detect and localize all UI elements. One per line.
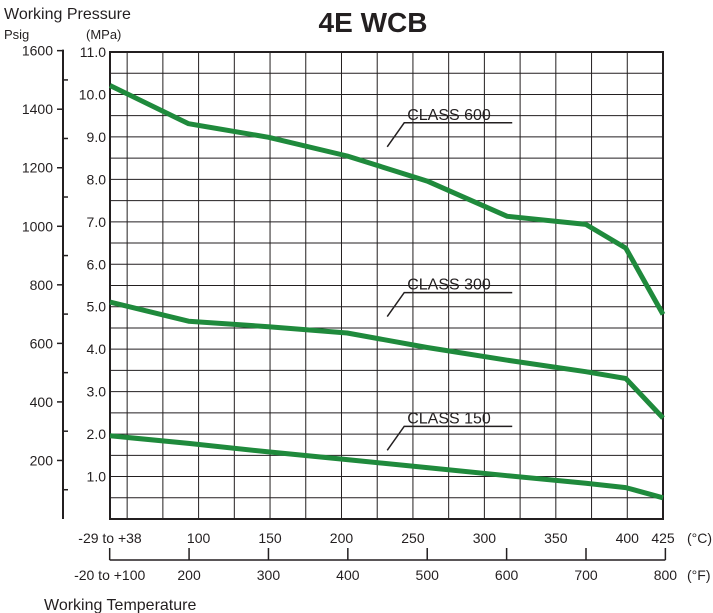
x-axis-title: Working Temperature bbox=[44, 597, 196, 613]
axes bbox=[57, 49, 667, 561]
celsius-tick-label: -29 to +38 bbox=[78, 530, 142, 546]
mpa-tick-label: 7.0 bbox=[87, 214, 107, 230]
series-line-class-600 bbox=[108, 83, 666, 316]
celsius-tick-label: 250 bbox=[401, 530, 425, 546]
psig-tick-label: 1000 bbox=[22, 218, 53, 234]
x-unit-fahrenheit: (°F) bbox=[687, 567, 710, 583]
fahrenheit-tick-label: 800 bbox=[654, 567, 678, 583]
celsius-tick-label: 425 bbox=[651, 530, 675, 546]
fahrenheit-tick-label: 400 bbox=[336, 567, 360, 583]
x-unit-celsius: (°C) bbox=[687, 530, 712, 546]
mpa-tick-label: 2.0 bbox=[87, 426, 107, 442]
plot-frame bbox=[109, 51, 664, 520]
psig-tick-label: 600 bbox=[30, 335, 54, 351]
mpa-tick-label: 5.0 bbox=[87, 299, 107, 315]
mpa-tick-label: 10.0 bbox=[79, 86, 106, 102]
fahrenheit-tick-label: 600 bbox=[495, 567, 519, 583]
fahrenheit-tick-label: -20 to +100 bbox=[74, 567, 145, 583]
series-line-class-300 bbox=[109, 299, 665, 420]
celsius-tick-label: 400 bbox=[616, 530, 640, 546]
series-label-leader bbox=[386, 291, 513, 318]
series-labels: CLASS 600 CLASS 300 CLASS 150 bbox=[386, 107, 513, 451]
mpa-tick-label: 8.0 bbox=[87, 171, 107, 187]
series-label-leader bbox=[386, 122, 513, 148]
series-line-class-150 bbox=[109, 433, 664, 501]
psig-tick-label: 1400 bbox=[22, 101, 53, 117]
celsius-tick-label: 100 bbox=[187, 530, 211, 546]
fahrenheit-tick-label: 700 bbox=[574, 567, 598, 583]
fahrenheit-tick-label: 300 bbox=[257, 567, 281, 583]
y-unit-mpa: (MPa) bbox=[86, 27, 121, 42]
series-lines bbox=[108, 83, 666, 501]
series-label-leader bbox=[386, 425, 513, 451]
psig-tick-label: 200 bbox=[30, 452, 54, 468]
series-label: CLASS 150 bbox=[407, 410, 491, 427]
tick-labels: 200 400 600 800 1000 1200 1400 1600 1.0 2.0 3.0 4.0… bbox=[22, 43, 677, 583]
mpa-tick-label: 1.0 bbox=[87, 469, 107, 485]
fahrenheit-tick-label: 200 bbox=[177, 567, 201, 583]
fahrenheit-tick-label: 500 bbox=[416, 567, 440, 583]
series-label: CLASS 300 bbox=[407, 277, 491, 294]
celsius-tick-label: 350 bbox=[544, 530, 568, 546]
y-axis-title: Working Pressure bbox=[4, 6, 131, 23]
mpa-tick-label: 6.0 bbox=[87, 256, 107, 272]
celsius-tick-label: 200 bbox=[330, 530, 354, 546]
psig-tick-label: 1200 bbox=[22, 160, 53, 176]
mpa-tick-label: 9.0 bbox=[87, 129, 107, 145]
celsius-tick-label: 300 bbox=[473, 530, 497, 546]
chart-title: 4E WCB bbox=[319, 7, 428, 38]
psig-tick-label: 1600 bbox=[22, 43, 53, 59]
psig-tick-label: 800 bbox=[30, 277, 54, 293]
mpa-tick-label: 4.0 bbox=[87, 341, 107, 357]
celsius-tick-label: 150 bbox=[258, 530, 282, 546]
mpa-tick-label: 11.0 bbox=[80, 44, 106, 60]
series-label: CLASS 600 bbox=[407, 107, 491, 124]
psig-tick-label: 400 bbox=[30, 394, 54, 410]
y-unit-psig: Psig bbox=[4, 27, 29, 42]
mpa-tick-label: 3.0 bbox=[87, 384, 107, 400]
